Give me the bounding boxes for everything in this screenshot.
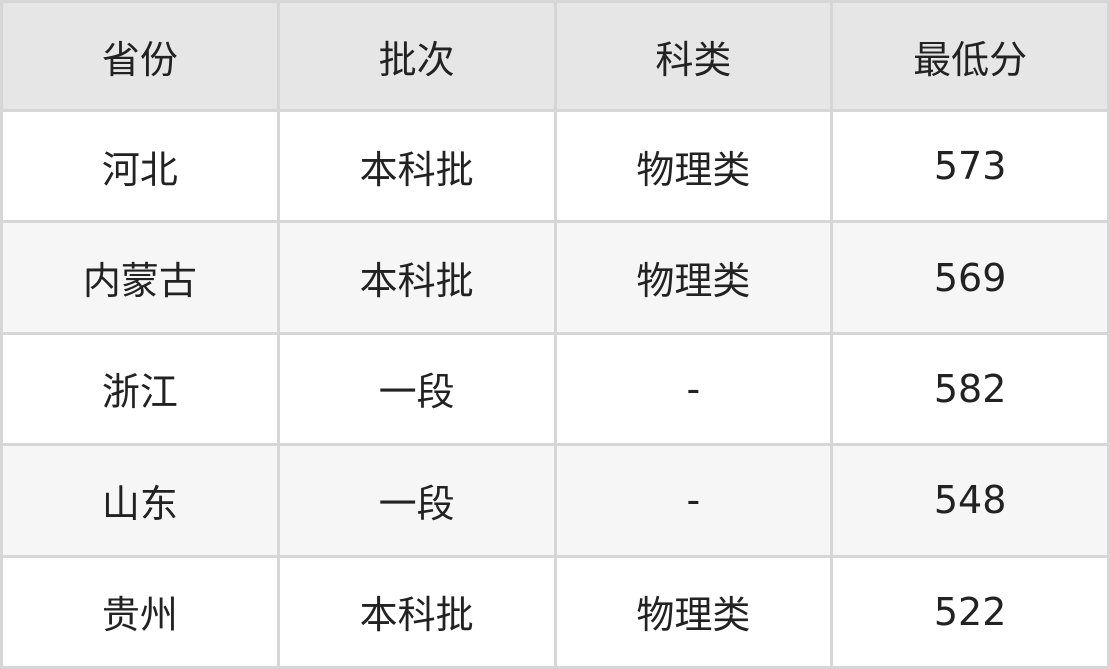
- table-row: 浙江 一段 -582: [0, 331, 1110, 447]
- header-min-score: 最低分: [830, 0, 1110, 112]
- table-row: 河北 本科批 物理类 573: [0, 108, 1110, 224]
- subject-cell: -: [553, 331, 834, 447]
- header-province: 省份: [0, 0, 280, 112]
- province-cell: 贵州: [0, 554, 280, 669]
- province-cell: 浙江: [0, 331, 280, 447]
- table-row: 山东 一段 -548: [0, 443, 1110, 558]
- min-score-cell: 582: [830, 331, 1110, 447]
- batch-cell: 本科批: [276, 220, 557, 335]
- batch-cell: 一段: [276, 443, 557, 558]
- min-score-cell: 569: [830, 220, 1110, 335]
- header-subject: 科类: [553, 0, 834, 112]
- subject-cell: 物理类: [553, 220, 834, 335]
- header-batch: 批次: [276, 0, 557, 112]
- min-score-cell: 548: [830, 443, 1110, 558]
- subject-cell: 物理类: [553, 108, 834, 224]
- batch-cell: 本科批: [276, 554, 557, 669]
- subject-cell: -: [553, 443, 834, 558]
- subject-cell: 物理类: [553, 554, 834, 669]
- province-cell: 山东: [0, 443, 280, 558]
- table-row: 内蒙古 本科批 物理类 569: [0, 220, 1110, 335]
- province-cell: 河北: [0, 108, 280, 224]
- batch-cell: 一段: [276, 331, 557, 447]
- min-score-cell: 522: [830, 554, 1110, 669]
- header-row: 省份 批次 科类 最低分: [0, 0, 1110, 112]
- min-score-cell: 573: [830, 108, 1110, 224]
- batch-cell: 本科批: [276, 108, 557, 224]
- province-cell: 内蒙古: [0, 220, 280, 335]
- table-row: 贵州 本科批 物理类 522: [0, 554, 1110, 669]
